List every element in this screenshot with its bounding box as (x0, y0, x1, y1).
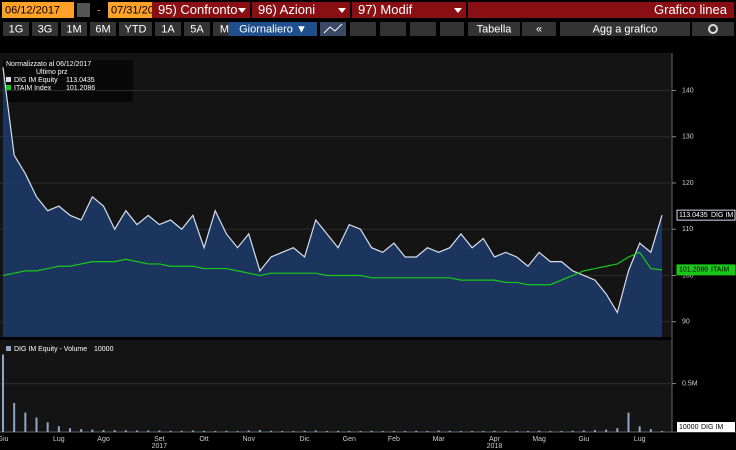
x-tick-label: Gen (343, 436, 356, 443)
x-tick-label: Nov (243, 436, 256, 443)
period-label[interactable]: 6M (95, 23, 110, 35)
menu-button[interactable] (252, 2, 350, 18)
x-tick-label: Giu (0, 436, 9, 443)
period-label[interactable]: 5A (190, 23, 204, 35)
back-button[interactable] (522, 22, 556, 36)
period-label[interactable]: 1M (66, 23, 81, 35)
dropdown-arrow (454, 8, 462, 13)
dropdown-arrow (338, 8, 346, 13)
legend-value: 10000 (94, 346, 114, 353)
x-tick-label: Giu (578, 436, 589, 443)
table-button[interactable] (468, 22, 520, 36)
legend-box (3, 60, 133, 102)
last-value-tag (676, 209, 736, 221)
period-label[interactable]: YTD (125, 23, 147, 35)
last-value: 113.0435 (679, 212, 708, 219)
last-value-tag (676, 264, 736, 276)
date-separator: - (97, 4, 101, 16)
back-label[interactable]: « (536, 23, 542, 35)
candle-icon[interactable] (350, 22, 376, 36)
bar-icon[interactable] (380, 22, 406, 36)
legend-name: ITAIM Index (14, 85, 52, 92)
period-button[interactable] (184, 22, 210, 36)
x-tick-label: Dic (300, 436, 311, 443)
y-tick-label: 110 (682, 226, 693, 233)
y-tick-label: 140 (682, 87, 694, 94)
y-tick-label: 100 (682, 272, 694, 279)
line (2, 251, 663, 286)
period-label[interactable]: 3G (38, 23, 53, 35)
legend-value: 101.2086 (66, 85, 95, 92)
x-tick-label: Feb (388, 436, 400, 443)
legend-swatch (6, 85, 11, 90)
table-label[interactable]: Tabella (477, 23, 513, 35)
last-value-tag-name: DIG IM (701, 424, 723, 431)
menu-label[interactable]: 96) Azioni (258, 2, 315, 17)
menu-label[interactable]: 97) Modif (358, 2, 413, 17)
x-tick-label: Mar (433, 436, 446, 443)
x-tick-label: Lug (53, 436, 65, 443)
period-label[interactable]: 1G (9, 23, 24, 35)
period-button[interactable] (61, 22, 87, 36)
y-tick-label: 120 (682, 180, 694, 187)
legend-name: DIG IM Equity (14, 77, 58, 84)
last-value-tag (677, 422, 735, 433)
legend-subheader: Ultimo prz (36, 69, 68, 76)
x-tick-label: Ago (97, 436, 110, 443)
x-tick-label: Mag (532, 436, 546, 443)
period-button[interactable] (155, 22, 181, 36)
x-tick-label: Ott (199, 436, 208, 443)
menu-button[interactable] (152, 2, 250, 18)
line (2, 67, 663, 315)
frequency-label[interactable]: Giornaliero ▼ (239, 23, 307, 35)
menu-button[interactable] (352, 2, 466, 18)
legend-value: 113.0435 (66, 77, 95, 84)
last-value-tag-name: DIG IM (711, 212, 733, 219)
period-button[interactable] (32, 22, 58, 36)
year-label: 2017 (152, 443, 168, 450)
x-tick-label: Apr (489, 436, 501, 443)
year-label: 2018 (487, 443, 503, 450)
x-tick-label: Lug (634, 436, 646, 443)
period-button[interactable] (3, 22, 29, 36)
last-value-tag-name: ITAIM (711, 267, 729, 274)
gear-icon (708, 24, 718, 34)
period-label[interactable]: 1A (161, 23, 175, 35)
area (3, 67, 662, 338)
y-tick-label: 0.5M (682, 380, 698, 387)
start-date[interactable]: 06/12/2017 (5, 4, 60, 16)
start-date-field[interactable] (2, 2, 74, 18)
dropdown-arrow (238, 8, 246, 13)
last-value: 101.2086 (679, 267, 708, 274)
period-button[interactable] (90, 22, 116, 36)
icon-glyph (323, 23, 343, 34)
calendar-icon[interactable] (77, 3, 90, 17)
x-tick-label: Set (154, 436, 165, 443)
legend-name: DIG IM Equity - Volume (14, 346, 87, 353)
view-bar[interactable] (468, 2, 734, 18)
view-title[interactable]: Grafico linea (654, 2, 728, 17)
ohlc-icon[interactable] (440, 22, 464, 36)
frequency-button[interactable] (229, 22, 317, 36)
legend-header: Normalizzato al 06/12/2017 (6, 61, 91, 68)
settings[interactable] (692, 22, 734, 36)
last-value: 10000 (679, 424, 699, 431)
add-to-chart-button[interactable] (560, 22, 690, 36)
candle-icon[interactable] (410, 22, 436, 36)
legend-swatch (6, 346, 11, 351)
period-button[interactable] (119, 22, 152, 36)
add-to-chart-label[interactable]: Agg a grafico (593, 23, 658, 35)
menu-label[interactable]: 95) Confronto (158, 2, 238, 17)
legend-swatch (6, 77, 11, 82)
y-tick-label: 130 (682, 134, 694, 141)
volume-panel (0, 340, 672, 432)
y-tick-label: 90 (682, 319, 690, 326)
